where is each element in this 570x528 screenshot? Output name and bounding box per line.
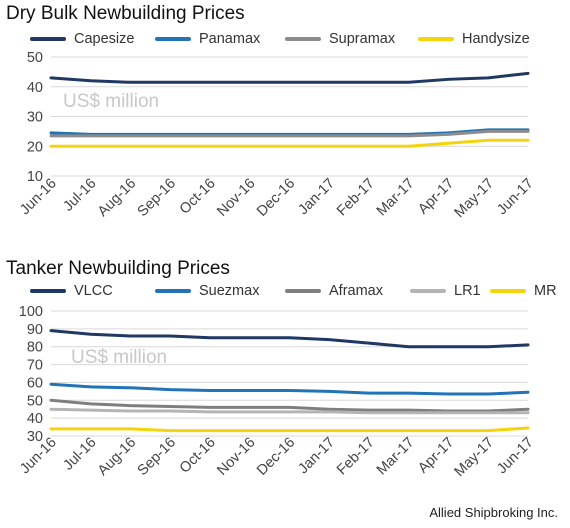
legend-item-suezmax: Suezmax — [155, 281, 259, 301]
unit-label: US$ million — [71, 347, 167, 368]
x-tick-label: Feb-17 — [334, 176, 378, 220]
x-tick-label: Dec-16 — [254, 176, 298, 220]
tanker-legend: VLCC Suezmax Aframax LR1 MR — [0, 281, 570, 301]
legend-swatch — [155, 289, 191, 293]
x-tick-label: Sep-16 — [135, 435, 179, 479]
x-tick-label: Jul-16 — [60, 435, 99, 474]
y-tick-label: 20 — [27, 139, 43, 155]
legend-label: Aframax — [329, 283, 383, 299]
dry-bulk-legend: Capesize Panamax Supramax Handysize — [0, 29, 570, 49]
legend-label: Supramax — [329, 31, 396, 47]
x-tick-label: Nov-16 — [214, 176, 258, 220]
legend-item-handysize: Handysize — [418, 29, 530, 49]
x-tick-label: Nov-16 — [214, 435, 258, 479]
x-tick-label: Aug-16 — [95, 176, 139, 220]
legend-label: LR1 — [454, 283, 481, 299]
x-tick-label: Jul-16 — [60, 176, 99, 215]
series-line-capesize — [49, 71, 530, 84]
legend-swatch — [155, 37, 191, 41]
x-tick-label: Mar-17 — [374, 176, 418, 220]
legend-item-vlcc: VLCC — [30, 281, 113, 301]
y-tick-label: 50 — [27, 393, 43, 409]
source-credit: Allied Shipbroking Inc. — [429, 505, 558, 520]
y-tick-label: 40 — [27, 411, 43, 427]
series-line-vlcc — [49, 329, 530, 349]
legend-item-supramax: Supramax — [285, 29, 395, 49]
x-tick-label: Apr-17 — [415, 435, 457, 477]
x-tick-label: Sep-16 — [135, 176, 179, 220]
y-tick-label: 100 — [19, 304, 43, 320]
legend-label: VLCC — [74, 283, 113, 299]
legend-item-mr: MR — [490, 281, 557, 301]
series-line-mr — [49, 426, 530, 433]
x-tick-label: Jun-17 — [494, 435, 537, 478]
tanker-chart-title: Tanker Newbuilding Prices — [6, 258, 230, 279]
series-line-supramax — [49, 129, 530, 138]
legend-label: Handysize — [462, 31, 530, 47]
y-tick-label: 70 — [27, 358, 43, 374]
legend-swatch — [30, 37, 66, 41]
x-tick-label: May-17 — [452, 435, 498, 481]
y-tick-label: 90 — [27, 322, 43, 338]
legend-label: Suezmax — [199, 283, 260, 299]
x-tick-label: Jan-17 — [295, 435, 338, 478]
legend-item-lr1: LR1 — [410, 281, 481, 301]
legend-swatch — [410, 289, 446, 293]
unit-label: US$ million — [63, 91, 159, 112]
y-tick-label: 30 — [27, 110, 43, 126]
y-tick-label: 10 — [27, 169, 43, 185]
legend-swatch — [418, 37, 454, 41]
x-tick-label: Jun-17 — [494, 176, 537, 219]
y-tick-label: 40 — [27, 80, 43, 96]
legend-item-panamax: Panamax — [155, 29, 260, 49]
legend-item-capesize: Capesize — [30, 29, 134, 49]
x-tick-label: Mar-17 — [374, 435, 418, 479]
legend-item-aframax: Aframax — [285, 281, 383, 301]
series-line-handysize — [49, 138, 530, 148]
y-tick-label: 50 — [27, 50, 43, 66]
x-tick-label: Feb-17 — [334, 435, 378, 479]
x-tick-label: Oct-16 — [177, 176, 219, 218]
x-tick-label: Oct-16 — [177, 435, 219, 477]
x-tick-label: Aug-16 — [95, 435, 139, 479]
x-tick-label: Dec-16 — [254, 435, 298, 479]
legend-label: Capesize — [74, 31, 135, 47]
y-tick-label: 60 — [27, 375, 43, 391]
y-tick-label: 80 — [27, 340, 43, 356]
x-tick-label: Apr-17 — [415, 176, 457, 218]
series-line-aframax — [49, 398, 530, 413]
legend-label: MR — [534, 283, 557, 299]
legend-swatch — [30, 289, 66, 293]
legend-swatch — [285, 37, 321, 41]
y-tick-label: 30 — [27, 429, 43, 445]
x-tick-label: Jan-17 — [295, 176, 338, 219]
x-tick-label: May-17 — [452, 176, 498, 222]
legend-swatch — [490, 289, 526, 293]
legend-swatch — [285, 289, 321, 293]
legend-label: Panamax — [199, 31, 261, 47]
series-line-lr1 — [49, 407, 530, 415]
dry-bulk-chart-title: Dry Bulk Newbuilding Prices — [6, 3, 245, 24]
series-line-suezmax — [49, 382, 530, 396]
